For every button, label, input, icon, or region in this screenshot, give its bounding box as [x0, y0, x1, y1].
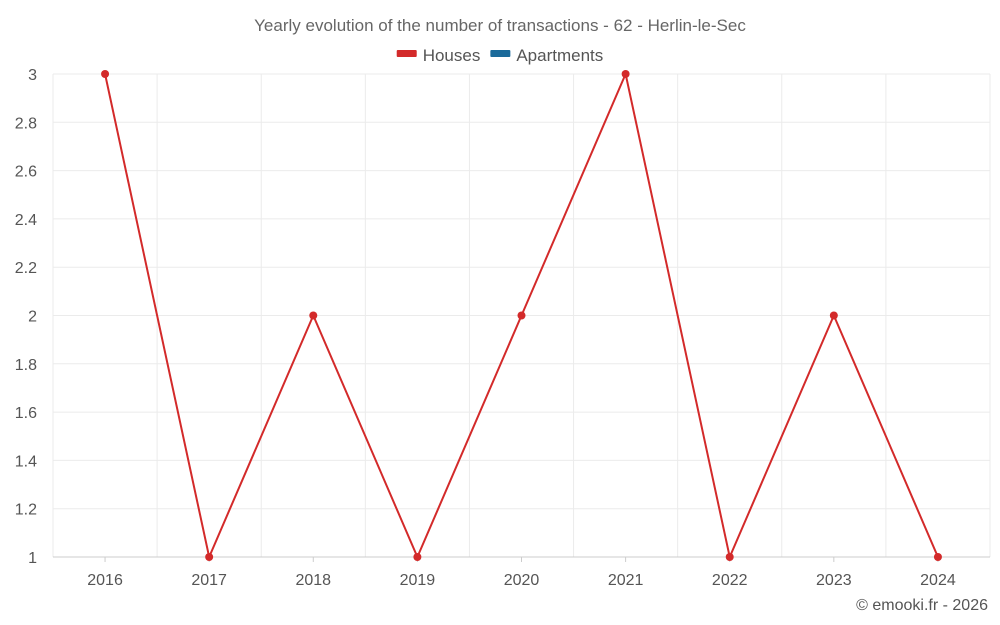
data-point [933, 553, 942, 561]
legend: Houses Apartments [396, 46, 603, 65]
x-tick-label: 2021 [608, 572, 644, 589]
x-tick-label: 2024 [920, 572, 956, 589]
legend-swatch-apartments [490, 50, 511, 57]
series-layer [101, 70, 942, 561]
y-tick-label: 2.6 [15, 164, 37, 181]
y-tick-label: 2.2 [15, 260, 37, 277]
y-tick-label: 1.8 [15, 357, 37, 374]
y-axis: 1 1.2 1.4 1.6 1.8 2 2.2 2.4 2.6 2.8 3 [15, 67, 37, 567]
x-tick-label: 2023 [816, 572, 852, 589]
x-tick-label: 2017 [191, 572, 227, 589]
y-tick-label: 1.6 [15, 405, 37, 422]
x-axis: 2016 2017 2018 2019 2020 2021 2022 2023 2024 [53, 556, 990, 589]
y-tick-label: 2.4 [15, 212, 37, 229]
y-tick-label: 2 [28, 309, 37, 326]
data-point [101, 70, 110, 78]
data-point [517, 311, 526, 320]
chart-title: Yearly evolution of the number of transa… [254, 16, 746, 35]
y-tick-label: 1 [28, 550, 37, 567]
legend-label-apartments: Apartments [516, 46, 603, 65]
data-point [413, 553, 422, 561]
y-tick-label: 1.4 [15, 453, 37, 470]
legend-label-houses: Houses [423, 46, 481, 65]
data-point [725, 553, 734, 561]
x-tick-label: 2019 [400, 572, 436, 589]
data-point [309, 311, 318, 320]
y-tick-label: 3 [28, 67, 37, 84]
x-tick-label: 2020 [504, 572, 540, 589]
data-point [829, 311, 838, 320]
data-point [205, 553, 214, 561]
x-tick-label: 2022 [712, 572, 748, 589]
legend-swatch-houses [396, 50, 417, 57]
y-tick-label: 1.2 [15, 502, 37, 519]
credit-text: © emooki.fr - 2026 [856, 597, 988, 614]
x-tick-label: 2018 [295, 572, 331, 589]
y-tick-label: 2.8 [15, 115, 37, 132]
x-tick-label: 2016 [87, 572, 123, 589]
data-point [621, 70, 630, 78]
